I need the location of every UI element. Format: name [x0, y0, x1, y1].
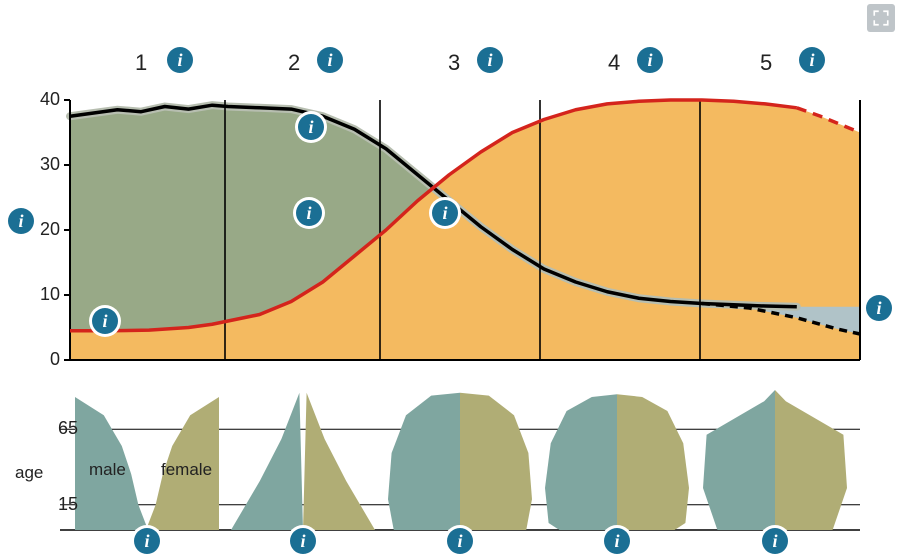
- pyramid-half: [303, 393, 375, 530]
- pyramid-half: [460, 393, 532, 530]
- pyramid-info-icon[interactable]: [604, 528, 630, 554]
- pyramid-half: [388, 393, 460, 530]
- future-info-icon[interactable]: [866, 295, 892, 321]
- green-top-info-icon[interactable]: [298, 114, 324, 140]
- age-axis-label: age: [15, 463, 43, 483]
- stage-info-icon[interactable]: [317, 47, 343, 73]
- stage-label: 1: [135, 50, 147, 76]
- orange-info-icon[interactable]: [432, 200, 458, 226]
- pyramid-half: [231, 393, 303, 530]
- pyramid-info-icon[interactable]: [762, 528, 788, 554]
- stage: 010203040123456515agemalefemale: [0, 0, 899, 560]
- chart-svg: [0, 0, 899, 560]
- age-tick-label: 15: [48, 494, 78, 515]
- stage-label: 2: [288, 50, 300, 76]
- stage-label: 5: [760, 50, 772, 76]
- y-axis-info-icon[interactable]: [8, 208, 34, 234]
- y-tick-label: 10: [20, 284, 60, 305]
- green-mid-info-icon[interactable]: [296, 200, 322, 226]
- female-label: female: [161, 460, 212, 480]
- expand-button[interactable]: [867, 4, 895, 32]
- y-tick-label: 0: [20, 349, 60, 370]
- pyramid-half: [703, 390, 775, 530]
- expand-icon: [872, 9, 890, 27]
- stage-info-icon[interactable]: [477, 47, 503, 73]
- pyramid-half: [545, 394, 617, 530]
- stage-info-icon[interactable]: [637, 47, 663, 73]
- stage-info-icon[interactable]: [799, 47, 825, 73]
- pyramid-half: [617, 394, 689, 530]
- y-tick-label: 40: [20, 89, 60, 110]
- pyramid-info-icon[interactable]: [290, 528, 316, 554]
- stage-label: 3: [448, 50, 460, 76]
- male-label: male: [89, 460, 126, 480]
- stage-label: 4: [608, 50, 620, 76]
- age-tick-label: 65: [48, 418, 78, 439]
- pyramid-info-icon[interactable]: [447, 528, 473, 554]
- stage-info-icon[interactable]: [167, 47, 193, 73]
- pyramid-info-icon[interactable]: [134, 528, 160, 554]
- red-line-info-icon[interactable]: [92, 308, 118, 334]
- y-tick-label: 30: [20, 154, 60, 175]
- pyramid-half: [775, 390, 847, 530]
